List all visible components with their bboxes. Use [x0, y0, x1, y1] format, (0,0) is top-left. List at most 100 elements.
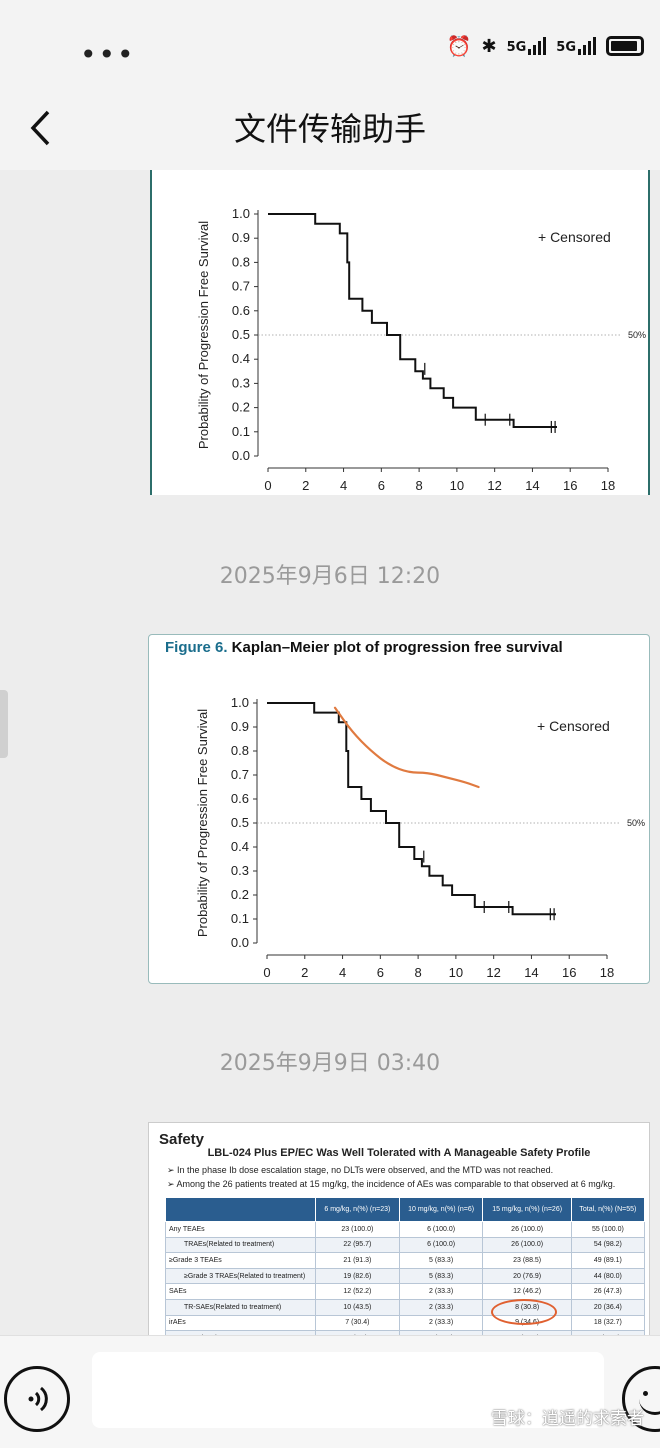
y-tick-label: 0.8: [231, 743, 249, 758]
nav-bar: 文件传输助手: [0, 90, 660, 170]
table-cell: 12 (52.2): [315, 1283, 400, 1300]
signal-label-1: 5G: [506, 40, 527, 55]
table-cell: 20 (36.4): [570, 1298, 646, 1316]
y-tick-label: 0.8: [232, 254, 250, 269]
table-header-cell: [165, 1197, 316, 1222]
km-step-line: [267, 702, 556, 916]
table-header-cell: 6 mg/kg, n(%) (n=23): [315, 1197, 400, 1222]
x-tick-label: 14: [525, 478, 539, 493]
x-tick-label: 4: [339, 965, 346, 980]
table-header-cell: 15 mg/kg, n(%) (n=26): [482, 1197, 572, 1222]
x-tick-label: 2: [302, 478, 309, 493]
image-message-safety[interactable]: Safety LBL-024 Plus EP/EC Was Well Toler…: [148, 1122, 650, 1342]
watermark: 雪球：逍遥的求索者: [491, 1409, 644, 1429]
table-cell: 23 (88.5): [482, 1252, 572, 1269]
y-tick-label: 0.7: [232, 279, 250, 294]
alarm-icon: ⏰: [446, 34, 472, 58]
image-message-figure6[interactable]: Figure 6. Kaplan–Meier plot of progressi…: [148, 634, 650, 984]
y-tick-label: 0.6: [232, 303, 250, 318]
x-tick-label: 4: [340, 478, 347, 493]
y-tick-label: 0.5: [231, 815, 249, 830]
y-tick-label: 0.4: [232, 351, 250, 366]
y-tick-label: 0.4: [231, 839, 249, 854]
table-cell: 20 (76.9): [482, 1267, 572, 1285]
table-cell: 6 (100.0): [398, 1236, 484, 1254]
y-axis-label: Probability of Progression Free Survival: [195, 709, 210, 937]
table-cell: 5 (83.3): [398, 1267, 484, 1285]
table-row: ≥Grade 3 TEAEs 21 (91.3) 5 (83.3) 23 (88.5)…: [165, 1252, 646, 1269]
input-bar: [0, 1335, 660, 1448]
page-title: 文件传输助手: [233, 110, 426, 148]
y-tick-label: 0.0: [231, 935, 249, 950]
table-row-label: TR-SAEs(Related to treatment): [165, 1298, 316, 1316]
emoji-icon-eye-left: [643, 1391, 648, 1396]
image-message-km-plot[interactable]: 0.0 0.1 0.2 0.3 0.4 0.5 0.6 0.7 0.8 0.9 1.0 0 2 4 6 8 10…: [150, 170, 650, 495]
x-tick-label: 8: [414, 965, 421, 980]
signal-5g-1: 5G: [507, 37, 547, 55]
y-tick-label: 1.0: [232, 206, 250, 221]
x-tick-label: 12: [486, 965, 500, 980]
table-cell: 22 (95.7): [315, 1236, 400, 1254]
y-tick-label: 0.5: [232, 327, 250, 342]
km-chart-2: 0.0 0.1 0.2 0.3 0.4 0.5 0.6 0.7 0.8 0.9 1.0 0 2 4 6 8 10…: [195, 695, 645, 980]
reference-label: 50%: [628, 330, 646, 340]
table-row: TRAEs(Related to treatment) 22 (95.7) 6 (1…: [165, 1236, 646, 1254]
signal-bars-icon: [578, 37, 596, 55]
y-axis-label: Probability of Progression Free Survival: [196, 221, 211, 449]
status-icons: ⏰ ✱ 5G 5G: [447, 34, 644, 58]
table-row-label: SAEs: [165, 1283, 316, 1300]
table-cell: 2 (33.3): [398, 1298, 484, 1316]
table-cell: 5 (83.3): [398, 1252, 484, 1269]
table-cell: 26 (100.0): [482, 1236, 572, 1254]
table-cell: 6 (100.0): [398, 1221, 484, 1238]
figure-caption-text: Kaplan–Meier plot of progression free su…: [227, 639, 563, 656]
y-tick-label: 0.6: [231, 791, 249, 806]
table-row: irAEs 7 (30.4) 2 (33.3) 9 (34.6) 18 (32.7): [165, 1314, 646, 1332]
timestamp-2: 2025年9月9日 03:40: [219, 1051, 441, 1076]
table-header-cell: 10 mg/kg, n(%) (n=6): [398, 1197, 484, 1222]
table-header-row: 6 mg/kg, n(%) (n=23) 10 mg/kg, n(%) (n=6)…: [165, 1197, 646, 1222]
y-tick-label: 0.3: [231, 863, 249, 878]
signal-label-2: 5G: [556, 40, 576, 55]
bluetooth-icon: ✱: [481, 35, 497, 57]
figure-caption: Figure 6. Kaplan–Meier plot of progressi…: [165, 639, 563, 656]
legend-censored: + Censored: [538, 229, 611, 245]
voice-button[interactable]: [4, 1366, 70, 1432]
table-cell: 12 (46.2): [482, 1283, 572, 1300]
table-cell: 19 (82.6): [315, 1267, 400, 1285]
km-chart-1: 0.0 0.1 0.2 0.3 0.4 0.5 0.6 0.7 0.8 0.9 1.0 0 2 4 6 8 10…: [196, 206, 646, 493]
table-cell: 10 (43.5): [315, 1298, 400, 1316]
table-cell: 2 (33.3): [398, 1283, 484, 1300]
table-cell: 26 (100.0): [482, 1221, 572, 1238]
x-tick-label: 6: [377, 965, 384, 980]
hand-drawn-circle-annotation: [491, 1299, 557, 1325]
message-input[interactable]: [92, 1352, 604, 1428]
table-row-label: ≥Grade 3 TRAEs(Related to treatment): [165, 1267, 316, 1285]
y-tick-label: 0.7: [231, 767, 249, 782]
y-tick-label: 0.9: [231, 719, 249, 734]
table-cell: 49 (89.1): [570, 1252, 646, 1269]
x-tick-label: 16: [563, 478, 577, 493]
x-tick-label: 12: [487, 478, 501, 493]
more-dots-icon: •••: [80, 38, 136, 71]
signal-bars-icon: [528, 37, 547, 55]
table-cell: 7 (30.4): [315, 1314, 400, 1332]
battery-icon: [606, 36, 644, 56]
x-tick-label: 16: [562, 965, 576, 980]
y-tick-label: 0.3: [232, 375, 250, 390]
drawer-handle[interactable]: [0, 690, 8, 758]
table-row: Any TEAEs 23 (100.0) 6 (100.0) 26 (100.0) 55…: [165, 1221, 646, 1238]
x-tick-label: 14: [524, 965, 538, 980]
table-header-cell: Total, n(%) (N=55): [570, 1197, 646, 1222]
chevron-left-icon: [30, 110, 50, 146]
table-row-label: ≥Grade 3 TEAEs: [165, 1252, 316, 1269]
x-tick-label: 6: [378, 478, 385, 493]
table-row-label: irAEs: [165, 1314, 316, 1332]
table-cell: 2 (33.3): [398, 1314, 484, 1332]
safety-table: 6 mg/kg, n(%) (n=23) 10 mg/kg, n(%) (n=6)…: [165, 1197, 646, 1341]
y-tick-label: 0.9: [232, 230, 250, 245]
back-button[interactable]: [28, 102, 54, 159]
timestamp-1: 2025年9月6日 12:20: [219, 564, 441, 589]
table-cell: 26 (47.3): [570, 1283, 646, 1300]
x-tick-label: 10: [449, 965, 463, 980]
